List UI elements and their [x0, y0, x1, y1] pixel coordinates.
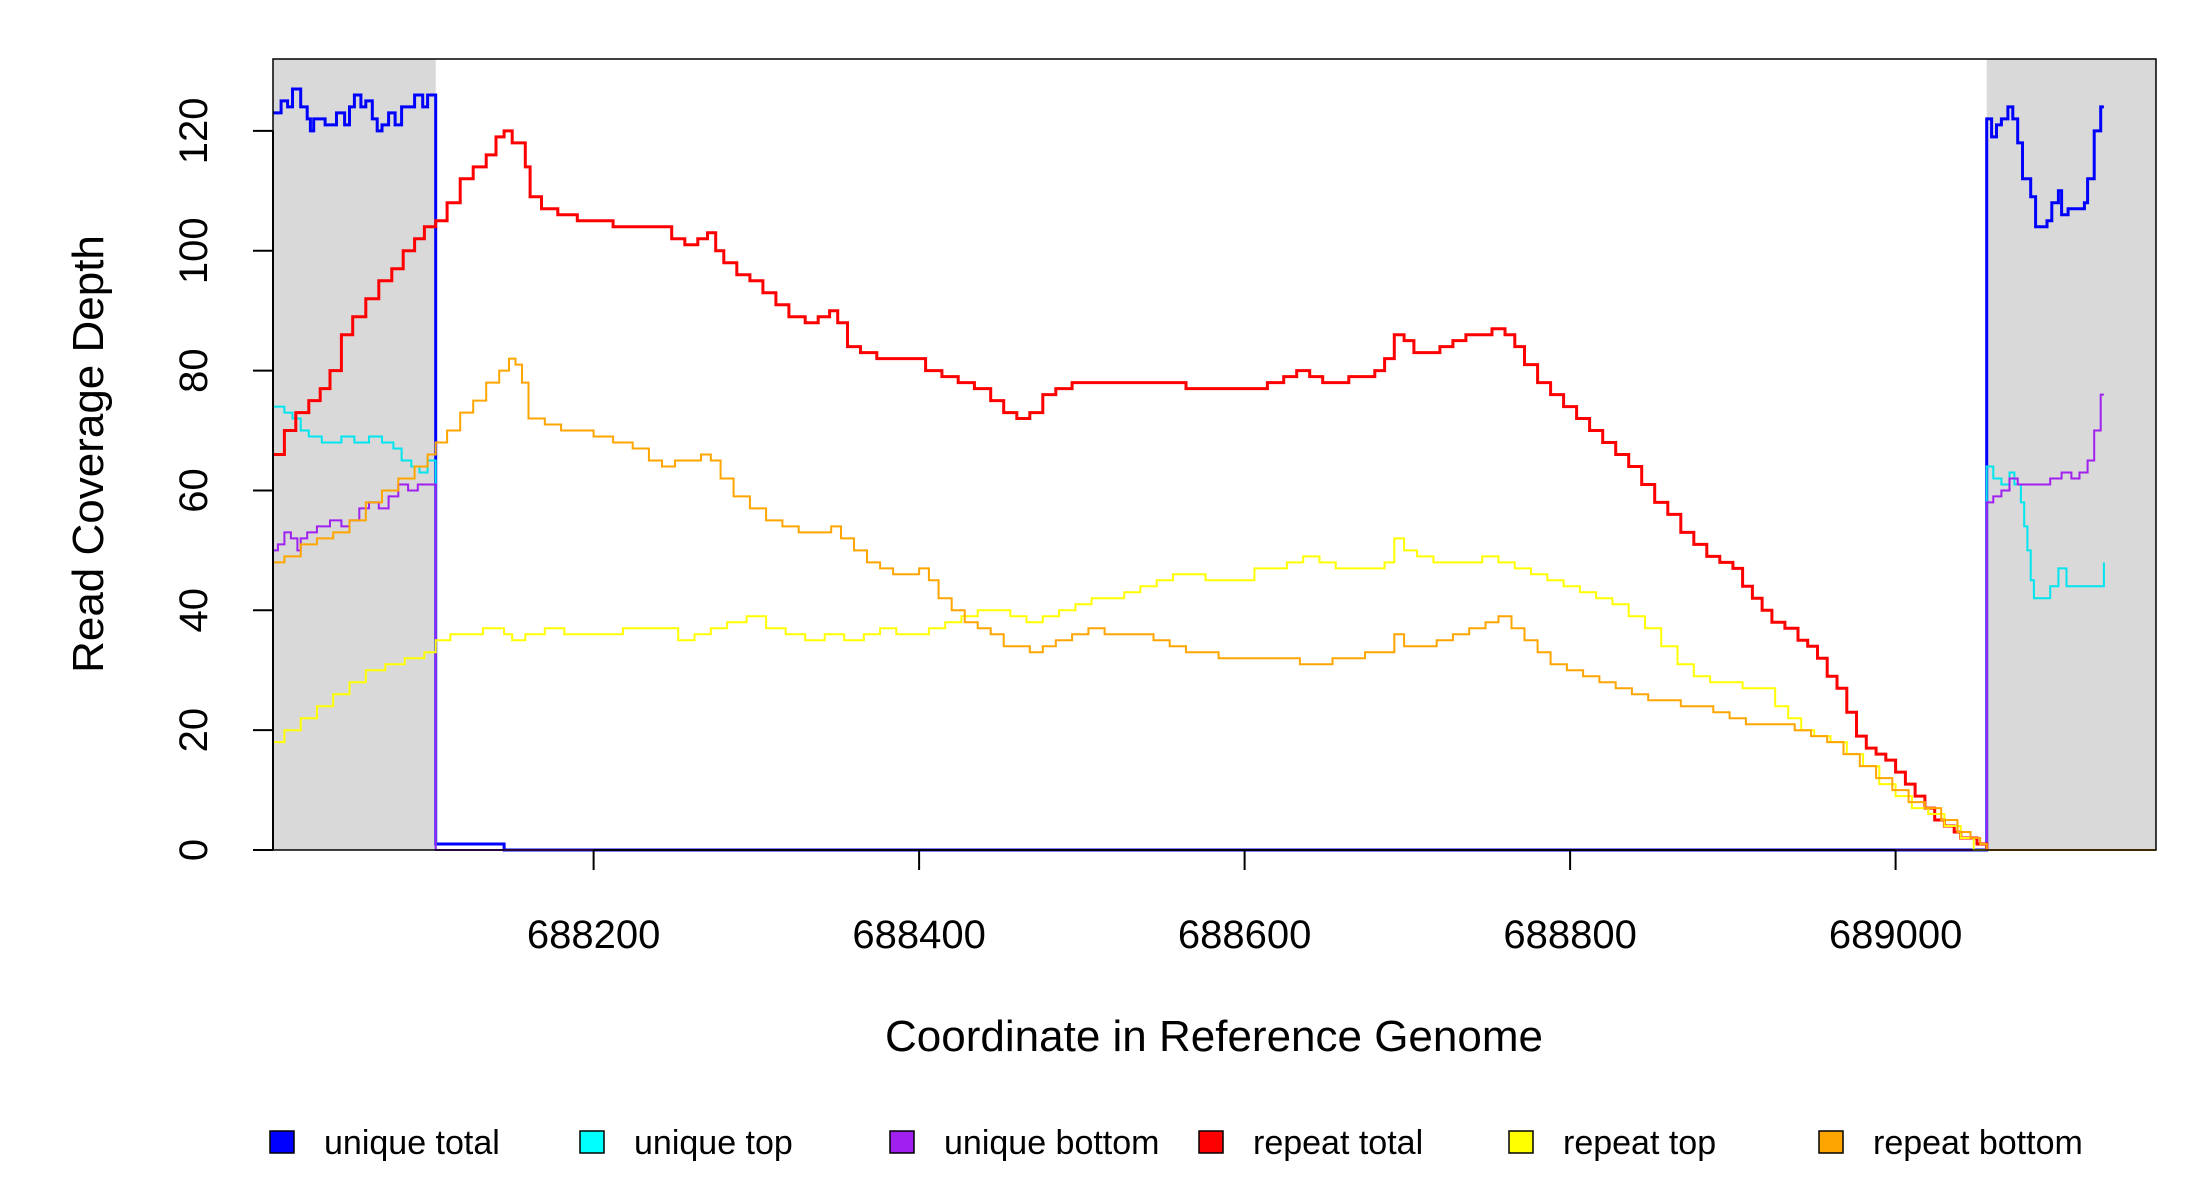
legend-swatch-unique-bottom	[889, 1130, 915, 1154]
legend-label-repeat-total: repeat total	[1253, 1124, 1423, 1162]
legend-label-repeat-top: repeat top	[1563, 1124, 1716, 1162]
y-tick-label: 20	[172, 708, 216, 753]
series-line-repeat-bottom	[273, 357, 2156, 851]
legend-swatch-repeat-top	[1508, 1130, 1534, 1154]
y-tick-label: 60	[172, 468, 216, 513]
legend: unique total unique top unique bottom repea…	[269, 1124, 2083, 1162]
legend-swatch-unique-top	[579, 1130, 605, 1154]
y-tick-label: 40	[172, 588, 216, 633]
shaded-regions	[273, 59, 2156, 850]
series-line-unique-top	[273, 405, 2105, 851]
legend-swatch-repeat-bottom	[1818, 1130, 1844, 1154]
legend-label-unique-top: unique top	[634, 1124, 793, 1162]
legend-label-unique-bottom: unique bottom	[944, 1124, 1160, 1162]
x-tick-label: 688800	[1503, 913, 1636, 957]
series-line-unique-bottom	[273, 393, 2104, 851]
legend-swatch-repeat-total	[1198, 1130, 1224, 1154]
legend-swatch-unique-total	[269, 1130, 295, 1154]
x-tick-label: 688600	[1178, 913, 1311, 957]
legend-label-unique-total: unique total	[324, 1124, 500, 1162]
y-tick-label: 100	[172, 217, 216, 284]
axes: 688200 688400 688600 688800 689000 0 20 40 60 80 1…	[172, 98, 1962, 957]
y-tick-label: 120	[172, 98, 216, 165]
series-line-unique-total	[273, 87, 2104, 852]
plot-frame	[272, 58, 2157, 851]
series-line-repeat-top	[273, 537, 1987, 851]
x-tick-label: 688200	[527, 913, 660, 957]
legend-label-repeat-bottom: repeat bottom	[1873, 1124, 2083, 1162]
shaded-region-1	[1986, 59, 2156, 850]
y-tick-label: 0	[172, 839, 216, 861]
x-tick-label: 688400	[852, 913, 985, 957]
series-lines	[273, 87, 2156, 852]
y-axis-title: Read Coverage Depth	[64, 235, 113, 673]
y-tick-label: 80	[172, 348, 216, 393]
x-axis-title: Coordinate in Reference Genome	[885, 1012, 1543, 1061]
series-line-repeat-total	[273, 129, 1989, 850]
shaded-region-0	[273, 59, 436, 850]
x-tick-label: 689000	[1829, 913, 1962, 957]
